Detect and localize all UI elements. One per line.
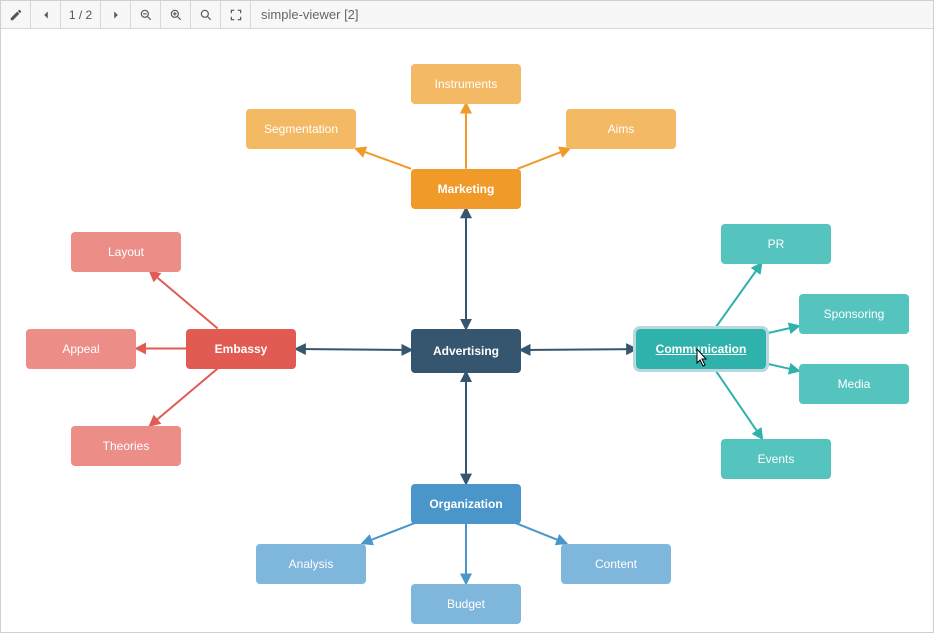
node-organization[interactable]: Organization <box>411 484 521 524</box>
node-media[interactable]: Media <box>799 364 909 404</box>
node-content[interactable]: Content <box>561 544 671 584</box>
viewer-title: simple-viewer [2] <box>251 1 369 28</box>
edge <box>521 349 636 350</box>
node-embassy[interactable]: Embassy <box>186 329 296 369</box>
zoom-out-icon[interactable] <box>131 1 161 28</box>
node-communication[interactable]: Communication <box>636 329 766 369</box>
edge <box>150 272 217 329</box>
node-analysis[interactable]: Analysis <box>256 544 366 584</box>
edge <box>766 326 799 333</box>
edge <box>150 368 217 425</box>
node-events[interactable]: Events <box>721 439 831 479</box>
edge <box>766 363 799 370</box>
zoom-reset-icon[interactable] <box>191 1 221 28</box>
node-budget[interactable]: Budget <box>411 584 521 624</box>
node-theories[interactable]: Theories <box>71 426 181 466</box>
prev-page-icon[interactable] <box>31 1 61 28</box>
node-appeal[interactable]: Appeal <box>26 329 136 369</box>
edge <box>715 264 761 329</box>
edge <box>363 523 415 543</box>
node-instruments[interactable]: Instruments <box>411 64 521 104</box>
fullscreen-icon[interactable] <box>221 1 251 28</box>
edit-icon[interactable] <box>1 1 31 28</box>
node-sponsoring[interactable]: Sponsoring <box>799 294 909 334</box>
app-window: 1 / 2 simple-viewer [2] Advertising Marke… <box>0 0 934 633</box>
toolbar: 1 / 2 simple-viewer [2] <box>1 1 933 29</box>
node-pr[interactable]: PR <box>721 224 831 264</box>
edge <box>518 149 570 169</box>
node-layout[interactable]: Layout <box>71 232 181 272</box>
node-aims[interactable]: Aims <box>566 109 676 149</box>
page-indicator: 1 / 2 <box>61 1 101 28</box>
edge <box>714 368 762 438</box>
zoom-in-icon[interactable] <box>161 1 191 28</box>
edge <box>516 523 566 543</box>
next-page-icon[interactable] <box>101 1 131 28</box>
node-segmentation[interactable]: Segmentation <box>246 109 356 149</box>
edge <box>356 149 411 169</box>
node-marketing[interactable]: Marketing <box>411 169 521 209</box>
edge <box>296 349 411 350</box>
diagram-canvas[interactable]: Advertising Marketing Segmentation Instrume… <box>1 29 933 632</box>
node-advertising[interactable]: Advertising <box>411 329 521 373</box>
